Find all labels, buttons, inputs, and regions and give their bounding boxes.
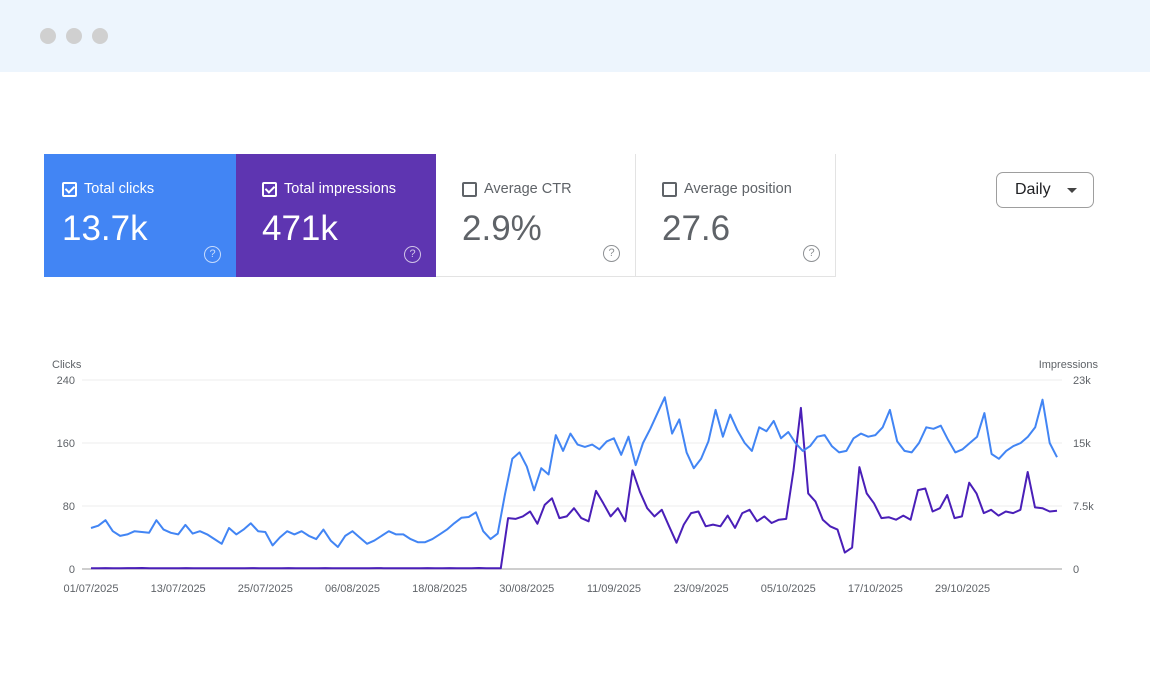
- right-axis-title: Impressions: [1039, 359, 1099, 371]
- metric-label: Total clicks: [84, 181, 155, 197]
- window-titlebar: [0, 0, 1150, 72]
- checkbox-unchecked-icon[interactable]: [462, 181, 477, 197]
- metric-value: 2.9%: [462, 209, 542, 248]
- caret-down-icon: [1067, 188, 1077, 193]
- window-control-dot[interactable]: [40, 28, 56, 44]
- metric-label: Average position: [684, 181, 792, 197]
- left-axis-ticks: 0 80 160 240: [57, 375, 75, 576]
- metric-label: Total impressions: [284, 181, 397, 197]
- help-icon[interactable]: ?: [603, 245, 620, 262]
- svg-text:23k: 23k: [1073, 375, 1091, 387]
- help-icon[interactable]: ?: [404, 246, 421, 263]
- metric-card-average-ctr[interactable]: Average CTR 2.9% ?: [436, 154, 636, 277]
- svg-text:18/08/2025: 18/08/2025: [412, 583, 467, 595]
- svg-text:25/07/2025: 25/07/2025: [238, 583, 293, 595]
- right-axis-ticks: 0 7.5k 15k 23k: [1073, 375, 1094, 576]
- help-icon[interactable]: ?: [803, 245, 820, 262]
- granularity-selected: Daily: [1015, 181, 1051, 198]
- window-control-dot[interactable]: [92, 28, 108, 44]
- svg-text:160: 160: [57, 438, 75, 450]
- svg-text:7.5k: 7.5k: [1073, 501, 1094, 513]
- metric-cards: Total clicks 13.7k ? Total impressions 4…: [44, 154, 836, 277]
- help-icon[interactable]: ?: [204, 246, 221, 263]
- svg-text:30/08/2025: 30/08/2025: [499, 583, 554, 595]
- svg-text:15k: 15k: [1073, 438, 1091, 450]
- svg-text:29/10/2025: 29/10/2025: [935, 583, 990, 595]
- svg-text:0: 0: [1073, 564, 1079, 576]
- svg-text:0: 0: [69, 564, 75, 576]
- clicks-line: [90, 396, 1058, 548]
- svg-text:01/07/2025: 01/07/2025: [63, 583, 118, 595]
- metric-label: Average CTR: [484, 181, 572, 197]
- metric-value: 471k: [262, 209, 338, 248]
- checkbox-checked-icon[interactable]: [62, 181, 77, 197]
- metric-value: 13.7k: [62, 209, 148, 248]
- svg-text:17/10/2025: 17/10/2025: [848, 583, 903, 595]
- metric-card-total-clicks[interactable]: Total clicks 13.7k ?: [44, 154, 236, 277]
- impressions-line: [91, 406, 1058, 570]
- checkbox-unchecked-icon[interactable]: [662, 181, 677, 197]
- metric-card-average-position[interactable]: Average position 27.6 ?: [636, 154, 836, 277]
- chart-gridlines: [82, 379, 1062, 570]
- svg-text:23/09/2025: 23/09/2025: [674, 583, 729, 595]
- metric-card-total-impressions[interactable]: Total impressions 471k ?: [236, 154, 436, 277]
- svg-text:80: 80: [63, 501, 75, 513]
- svg-text:13/07/2025: 13/07/2025: [151, 583, 206, 595]
- svg-text:05/10/2025: 05/10/2025: [761, 583, 816, 595]
- granularity-dropdown[interactable]: Daily: [996, 172, 1094, 208]
- window-control-dot[interactable]: [66, 28, 82, 44]
- performance-chart: Clicks Impressions 0 80 160 240 0 7.5k 15k 23k…: [52, 359, 1099, 595]
- svg-text:240: 240: [57, 375, 75, 387]
- svg-text:11/09/2025: 11/09/2025: [587, 583, 641, 595]
- left-axis-title: Clicks: [52, 359, 82, 371]
- metric-value: 27.6: [662, 209, 731, 248]
- x-axis-ticks: 01/07/2025 13/07/2025 25/07/2025 06/08/2025…: [63, 583, 990, 595]
- svg-text:06/08/2025: 06/08/2025: [325, 583, 380, 595]
- checkbox-checked-icon[interactable]: [262, 181, 277, 197]
